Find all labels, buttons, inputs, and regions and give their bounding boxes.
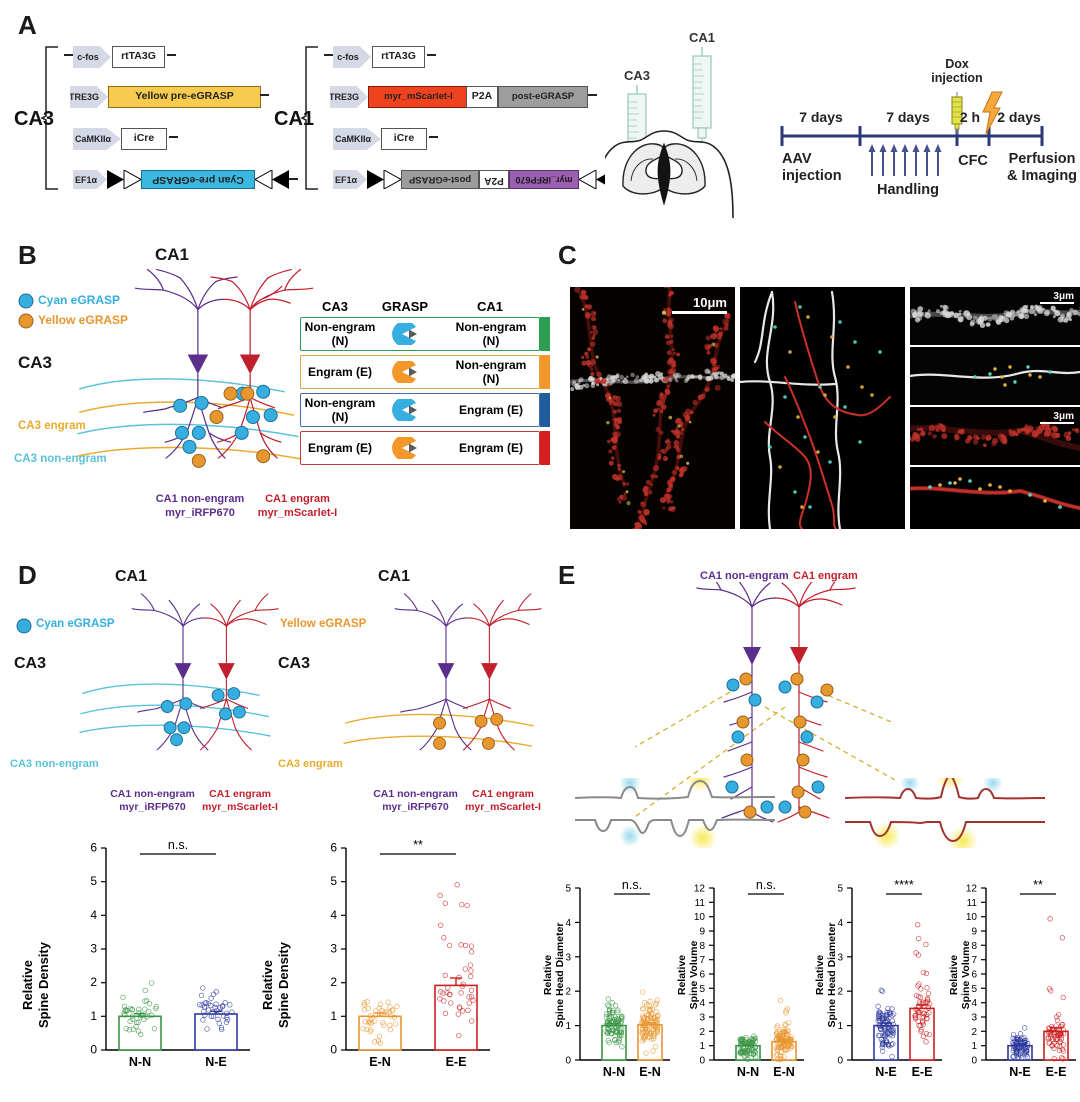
- svg-text:N-N: N-N: [129, 1055, 151, 1069]
- svg-text:0: 0: [837, 1056, 843, 1067]
- svg-text:N-E: N-E: [875, 1065, 897, 1079]
- svg-text:8: 8: [699, 941, 705, 952]
- svg-text:0: 0: [565, 1056, 571, 1067]
- svg-text:2: 2: [971, 1027, 977, 1038]
- svg-text:4: 4: [90, 908, 97, 922]
- svg-text:Perfusion: Perfusion: [1009, 151, 1076, 167]
- svg-text:3: 3: [971, 1013, 977, 1024]
- svg-text:9: 9: [699, 927, 705, 938]
- svg-text:0: 0: [330, 1043, 337, 1057]
- svg-text:E-N: E-N: [773, 1065, 795, 1079]
- svg-text:E-N: E-N: [639, 1065, 661, 1079]
- svg-text:N-E: N-E: [1009, 1065, 1031, 1079]
- svg-text:6: 6: [971, 970, 977, 981]
- svg-text:1: 1: [971, 1041, 977, 1052]
- svg-text:5: 5: [565, 884, 571, 895]
- svg-text:5: 5: [699, 984, 705, 995]
- svg-text:E-E: E-E: [1046, 1065, 1067, 1079]
- svg-text:E-N: E-N: [369, 1055, 391, 1069]
- svg-text:6: 6: [330, 841, 337, 855]
- svg-text:****: ****: [894, 878, 914, 892]
- svg-text:3: 3: [330, 942, 337, 956]
- svg-text:3: 3: [837, 952, 843, 963]
- svg-text:3: 3: [699, 1013, 705, 1024]
- svg-text:7 days: 7 days: [799, 109, 843, 125]
- svg-text:5: 5: [837, 884, 843, 895]
- svg-text:4: 4: [565, 918, 571, 929]
- svg-text:injection: injection: [931, 71, 982, 85]
- svg-text:1: 1: [837, 1021, 843, 1032]
- svg-text:0: 0: [699, 1056, 705, 1067]
- svg-text:11: 11: [695, 898, 706, 909]
- svg-text:7: 7: [971, 955, 977, 966]
- svg-text:2: 2: [330, 975, 337, 989]
- svg-text:2 days: 2 days: [997, 109, 1041, 125]
- svg-text:3: 3: [565, 952, 571, 963]
- svg-text:5: 5: [971, 984, 977, 995]
- svg-text:injection: injection: [782, 168, 842, 184]
- svg-text:1: 1: [90, 1009, 97, 1023]
- svg-text:2: 2: [837, 987, 843, 998]
- svg-text:12: 12: [966, 884, 978, 895]
- svg-text:CA1: CA1: [689, 30, 715, 45]
- svg-text:**: **: [1033, 878, 1043, 892]
- svg-text:10: 10: [966, 912, 978, 923]
- svg-text:4: 4: [330, 908, 337, 922]
- svg-text:1: 1: [699, 1041, 705, 1052]
- svg-text:4: 4: [837, 918, 843, 929]
- svg-text:10: 10: [694, 912, 706, 923]
- svg-text:E-E: E-E: [446, 1055, 467, 1069]
- svg-text:11: 11: [967, 898, 978, 909]
- svg-text:**: **: [413, 838, 423, 852]
- svg-text:0: 0: [971, 1056, 977, 1067]
- svg-text:7 days: 7 days: [886, 109, 930, 125]
- svg-text:1: 1: [330, 1009, 337, 1023]
- svg-text:2 h: 2 h: [960, 109, 980, 125]
- svg-text:& Imaging: & Imaging: [1007, 168, 1077, 184]
- svg-text:CFC: CFC: [958, 153, 988, 169]
- svg-text:1: 1: [565, 1021, 571, 1032]
- svg-text:n.s.: n.s.: [168, 838, 188, 852]
- svg-text:N-E: N-E: [205, 1055, 227, 1069]
- svg-text:CA3: CA3: [624, 68, 650, 83]
- svg-text:8: 8: [971, 941, 977, 952]
- svg-text:N-N: N-N: [737, 1065, 759, 1079]
- svg-text:0: 0: [90, 1043, 97, 1057]
- svg-text:2: 2: [699, 1027, 705, 1038]
- svg-text:AAV: AAV: [782, 151, 812, 167]
- svg-text:7: 7: [699, 955, 705, 966]
- svg-text:4: 4: [699, 998, 705, 1009]
- svg-text:n.s.: n.s.: [622, 878, 642, 892]
- svg-text:9: 9: [971, 927, 977, 938]
- svg-text:12: 12: [694, 884, 706, 895]
- svg-text:5: 5: [330, 874, 337, 888]
- svg-text:5: 5: [90, 874, 97, 888]
- svg-text:2: 2: [90, 975, 97, 989]
- svg-text:Handling: Handling: [877, 182, 939, 198]
- svg-text:6: 6: [90, 841, 97, 855]
- svg-text:6: 6: [699, 970, 705, 981]
- svg-text:4: 4: [971, 998, 977, 1009]
- svg-text:n.s.: n.s.: [756, 878, 776, 892]
- svg-text:E-E: E-E: [912, 1065, 933, 1079]
- svg-text:Dox: Dox: [945, 57, 969, 71]
- svg-text:N-N: N-N: [603, 1065, 625, 1079]
- svg-text:3: 3: [90, 942, 97, 956]
- svg-text:2: 2: [565, 987, 571, 998]
